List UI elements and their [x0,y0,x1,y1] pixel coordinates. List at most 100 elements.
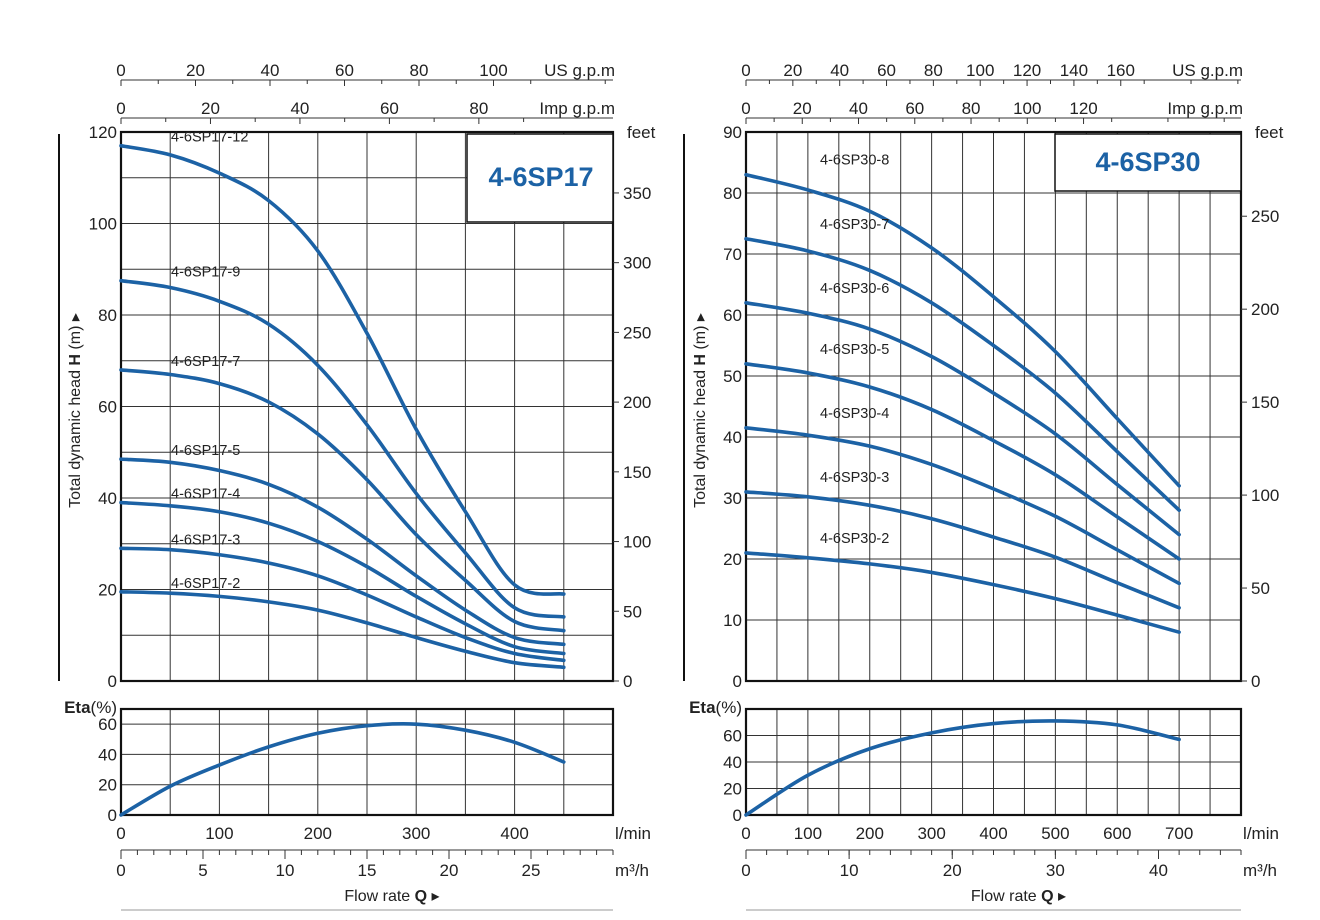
series-line-4-6SP30-3 [744,490,1181,610]
us-gpm-tick-label: 100 [479,61,507,80]
y-axis-label: Total dynamic head H (m) ▸ [692,313,709,508]
series-label: 4-6SP30-6 [820,281,889,297]
y-axis-label: Total dynamic head H (m) ▸ [67,313,84,508]
us-gpm-tick-label: 140 [1060,61,1088,80]
eta-tick-label: 0 [108,806,117,825]
y-tick-label-ft: 50 [623,602,642,621]
series-line-4-6SP30-4 [744,426,1181,586]
eta-axis-label-bold: Eta [64,698,91,717]
series-line-4-6SP17-9 [119,278,566,619]
eta-curve [744,719,1181,817]
x-tick-label-lmin: 100 [205,824,233,843]
y-tick-label-ft: 300 [623,254,651,273]
y-tick-label-ft: 200 [1251,300,1279,319]
x-tick-label-lmin: 300 [402,824,430,843]
eta-tick-label: 60 [723,727,742,746]
y-tick-label-m: 40 [723,428,742,447]
y-axis-label-unit: (m) ▸ [692,313,709,354]
x-tick-label-lmin: 300 [917,824,945,843]
series-line-4-6SP30-7 [744,236,1181,512]
y-tick-label-ft: 0 [1251,672,1260,691]
x-tick-label-m3h: 30 [1046,861,1065,880]
series-label: 4-6SP30-7 [820,217,889,233]
us-gpm-tick-label: 160 [1107,61,1135,80]
x-tick-label-lmin: 400 [979,824,1007,843]
eta-plot-frame [744,707,1243,817]
series-label: 4-6SP30-2 [820,531,889,547]
series-line-4-6SP30-5 [744,362,1181,561]
x-tick-label-m3h: 25 [522,861,541,880]
imp-gpm-tick-label: 0 [741,99,750,118]
imp-gpm-tick-label: 100 [1013,99,1041,118]
series-line-4-6SP30-6 [744,301,1181,537]
eta-plot-frame [119,707,615,817]
x-tick-label-lmin: 600 [1103,824,1131,843]
y-tick-label-m: 60 [723,306,742,325]
head-plot-frame [744,130,1243,683]
y-tick-label-m: 50 [723,367,742,386]
series-line-4-6SP17-12 [119,143,566,596]
x-unit-m3h: m³/h [615,861,649,880]
y-tick-label-m: 30 [723,489,742,508]
series-line-4-6SP17-3 [119,546,566,663]
y-tick-label-ft: 150 [623,463,651,482]
series-label: 4-6SP17-12 [171,130,248,146]
imp-gpm-tick-label: 20 [201,99,220,118]
chart-panel-2: 0102030405060708090050100150200250feetTo… [683,61,1284,911]
chart-title: 4-6SP17 [488,162,593,192]
imp-gpm-tick-label: 60 [905,99,924,118]
us-gpm-tick-label: 40 [261,61,280,80]
x-tick-label-lmin: 700 [1165,824,1193,843]
imp-gpm-tick-label: 60 [380,99,399,118]
x-axis-label-arrow: ▸ [1054,888,1066,905]
series-label: 4-6SP30-5 [820,342,889,358]
y-tick-label-m: 40 [98,489,117,508]
y-tick-label-m: 70 [723,245,742,264]
x-axis-label-text: Flow rate [971,888,1041,905]
y-tick-label-m: 10 [723,611,742,630]
x-tick-label-lmin: 400 [500,824,528,843]
series-label: 4-6SP17-5 [171,443,240,459]
series-line-4-6SP17-2 [119,589,566,670]
imp-gpm-tick-label: 80 [469,99,488,118]
series-line-4-6SP30-8 [744,172,1181,488]
series-label: 4-6SP30-8 [820,153,889,169]
model-title-box [466,133,614,223]
us-gpm-tick-label: 80 [924,61,943,80]
imp-gpm-label: Imp g.p.m [539,99,615,118]
x-axis-label: Flow rate Q ▸ [971,888,1066,905]
y-tick-label-m: 20 [723,550,742,569]
y-axis-label-feet: feet [627,123,656,142]
x-tick-label-lmin: 200 [304,824,332,843]
us-gpm-tick-label: 100 [966,61,994,80]
us-gpm-tick-label: 20 [186,61,205,80]
y-tick-label-m: 0 [733,672,742,691]
y-axis-label-unit: (m) ▸ [67,313,84,354]
us-gpm-tick-label: 80 [410,61,429,80]
us-gpm-tick-label: 60 [335,61,354,80]
imp-gpm-tick-label: 40 [849,99,868,118]
imp-gpm-label: Imp g.p.m [1167,99,1243,118]
us-gpm-tick-label: 20 [783,61,802,80]
imp-gpm-tick-label: 0 [116,99,125,118]
series-label: 4-6SP30-4 [820,406,889,422]
y-tick-label-ft: 50 [1251,579,1270,598]
x-tick-label-lmin: 200 [856,824,884,843]
imp-gpm-tick-label: 120 [1069,99,1097,118]
x-tick-label-m3h: 20 [440,861,459,880]
y-axis-label-symbol: H [67,354,84,366]
x-axis-label-arrow: ▸ [427,888,439,905]
us-gpm-label: US g.p.m [544,61,615,80]
x-tick-label-m3h: 0 [116,861,125,880]
eta-curve [119,722,566,817]
chart-title: 4-6SP30 [1095,147,1200,177]
x-tick-label-m3h: 15 [358,861,377,880]
y-tick-label-m: 0 [108,672,117,691]
us-gpm-tick-label: 120 [1013,61,1041,80]
y-tick-label-m: 60 [98,398,117,417]
x-tick-label-m3h: 10 [840,861,859,880]
imp-gpm-tick-label: 20 [793,99,812,118]
eta-axis-label-bold: Eta [689,698,716,717]
us-gpm-label: US g.p.m [1172,61,1243,80]
